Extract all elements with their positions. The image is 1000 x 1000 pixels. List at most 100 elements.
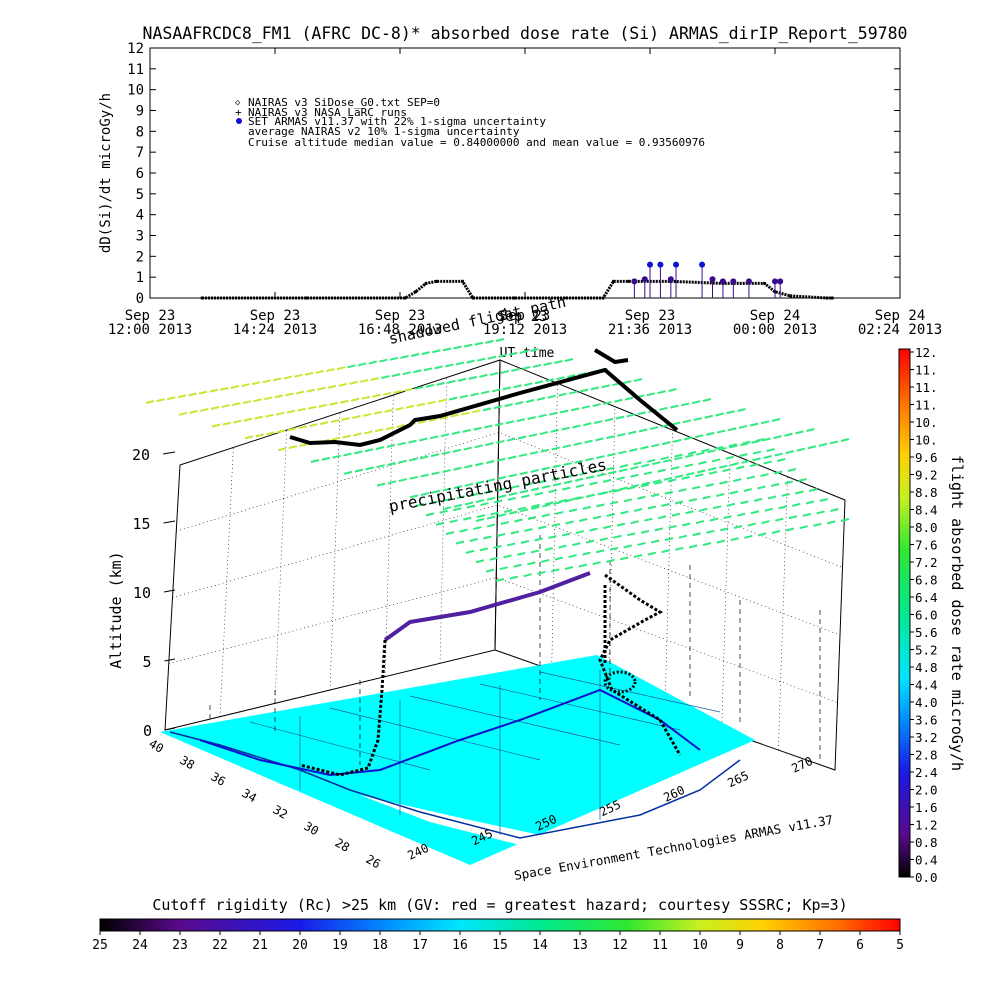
- dose-tick-label: 7.2: [915, 555, 938, 570]
- precip-dash-upper: [275, 411, 285, 416]
- series-armas-point: [709, 276, 716, 283]
- precip-dash-lower: [729, 490, 739, 495]
- precip-dash-lower: [675, 546, 684, 551]
- flight-path-descent: [299, 639, 387, 777]
- precip-dash-upper: [607, 452, 616, 457]
- precip-dash-lower: [651, 539, 660, 544]
- precip-dash-upper: [463, 446, 472, 451]
- precip-dash-upper: [680, 402, 690, 407]
- precip-dash-upper: [310, 459, 320, 463]
- precip-dash-lower: [732, 478, 742, 483]
- precip-dash-lower: [792, 502, 801, 507]
- precip-dash-upper: [413, 369, 422, 374]
- legend-entry-5: Cruise altitude median value = 0.8400000…: [248, 136, 705, 149]
- precip-dash-upper: [660, 423, 670, 428]
- precip-dash-lower: [459, 528, 468, 533]
- x-tick-label: 00:00 2013: [733, 322, 817, 338]
- precip-dash-upper: [274, 394, 284, 399]
- precip-dash-upper: [682, 419, 692, 424]
- precip-dash-lower: [578, 563, 588, 568]
- precip-dash-upper: [376, 482, 386, 487]
- precip-dash-upper: [188, 392, 197, 397]
- z-tick-label: 5: [142, 653, 151, 671]
- precip-dash-upper: [398, 459, 407, 464]
- precip-dash-upper: [354, 468, 364, 473]
- precip-dash-lower: [466, 504, 476, 509]
- precip-dash-lower: [687, 451, 697, 455]
- precip-dash-upper: [719, 464, 728, 469]
- latitude-tick-label: 36: [209, 769, 229, 788]
- series-armas-point: [631, 278, 638, 285]
- precip-dash-lower: [681, 475, 690, 480]
- precip-dash-upper: [683, 436, 693, 441]
- dose-tick-label: 6.4: [915, 590, 938, 605]
- rc-tick-label: 22: [212, 938, 228, 953]
- z-tick-mark: [162, 451, 176, 455]
- precip-dash-upper: [659, 406, 668, 411]
- precip-dash-upper: [549, 411, 558, 416]
- precip-dash-upper: [508, 351, 518, 356]
- precip-dash-upper: [441, 450, 451, 455]
- latitude-tick-label: 30: [302, 819, 322, 838]
- precip-dash-upper: [409, 494, 419, 499]
- precip-dash-upper: [585, 457, 594, 462]
- dose-colorbar-title: flight absorbed dose rate microGy/h: [948, 455, 966, 771]
- precip-dash-lower: [725, 455, 734, 460]
- rc-colorbar-title: Cutoff rigidity (Rc) >25 km (GV: red = g…: [152, 896, 847, 914]
- precip-dash-upper: [529, 450, 539, 455]
- precip-dash-upper: [540, 448, 550, 453]
- series-armas-point: [667, 276, 674, 283]
- precip-dash-upper: [329, 401, 338, 406]
- overlay-label-sep23: Sep 23: [497, 309, 548, 325]
- precip-dash-upper: [332, 454, 341, 459]
- precip-dash-lower: [737, 512, 746, 517]
- legend-symbol-plus: +: [235, 106, 242, 119]
- precip-dash-lower: [463, 516, 472, 521]
- top-plot-frame: [149, 47, 901, 299]
- precip-dash-upper: [784, 432, 793, 437]
- precip-dash-lower: [499, 566, 509, 571]
- precip-dash-upper: [491, 388, 501, 393]
- legend-symbol-dot: [236, 118, 242, 124]
- precip-dash-lower: [816, 510, 825, 515]
- precip-dash-upper: [232, 402, 241, 407]
- precip-dash-upper: [694, 434, 704, 439]
- dose-tick-label: 4.8: [915, 660, 938, 675]
- rc-tick-label: 25: [92, 938, 108, 953]
- precip-dash-lower: [744, 534, 753, 539]
- precip-dash-upper: [511, 367, 520, 372]
- precip-dash-lower: [544, 501, 554, 506]
- dose-tick-label: 1.6: [915, 800, 938, 815]
- precip-dash-upper: [198, 390, 208, 395]
- precip-dash-upper: [254, 415, 264, 420]
- precip-dash-upper: [265, 413, 274, 418]
- precip-dash-lower: [637, 541, 646, 546]
- precip-dash-lower: [633, 461, 642, 466]
- precip-dash-upper: [663, 458, 672, 463]
- y-tick-label: 2: [136, 249, 144, 265]
- latitude-tick-label: 26: [364, 852, 384, 871]
- series-armas-point: [647, 261, 653, 268]
- y-tick-label: 4: [136, 208, 144, 224]
- dose-tick-label: 8.4: [915, 503, 938, 518]
- precip-dash-upper: [493, 405, 503, 410]
- precip-dash-upper: [336, 366, 346, 371]
- x-tick-label: Sep 24: [875, 308, 926, 324]
- precip-dash-upper: [423, 367, 433, 372]
- rc-colorbar-gradient: [99, 918, 901, 932]
- precip-dash-upper: [718, 446, 727, 451]
- precip-dash-upper: [518, 453, 528, 458]
- precip-dash-upper: [459, 394, 469, 399]
- precip-dash-upper: [497, 475, 507, 480]
- precip-dash-upper: [241, 383, 250, 388]
- series-armas-point: [777, 278, 784, 285]
- z-tick-mark: [163, 520, 176, 524]
- precip-dash-upper: [233, 419, 242, 424]
- precip-dash-upper: [420, 473, 429, 478]
- precip-dash-lower: [840, 518, 850, 522]
- precip-dash-upper: [771, 418, 781, 422]
- precip-dash-upper: [243, 417, 253, 422]
- precip-dash-lower: [719, 480, 728, 485]
- precip-dash-upper: [361, 395, 371, 400]
